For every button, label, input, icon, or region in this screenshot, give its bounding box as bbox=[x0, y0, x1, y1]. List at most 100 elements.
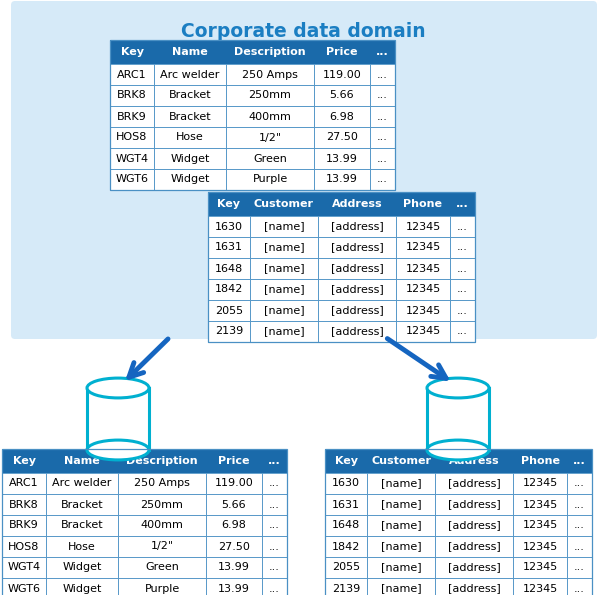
Bar bbox=[46, 578, 118, 595]
Bar bbox=[396, 279, 450, 300]
Text: 27.50: 27.50 bbox=[218, 541, 250, 552]
Text: 1/2": 1/2" bbox=[258, 133, 282, 142]
Text: Bracket: Bracket bbox=[168, 90, 211, 101]
Text: ...: ... bbox=[573, 456, 586, 466]
Bar bbox=[513, 515, 567, 536]
Text: Address: Address bbox=[448, 456, 499, 466]
Bar bbox=[450, 258, 475, 279]
Bar bbox=[314, 85, 370, 106]
Text: WGT6: WGT6 bbox=[7, 584, 41, 593]
Bar bbox=[370, 127, 395, 148]
Text: ...: ... bbox=[377, 133, 388, 142]
Text: Price: Price bbox=[218, 456, 250, 466]
Bar bbox=[450, 216, 475, 237]
Bar bbox=[370, 64, 395, 85]
Text: 12345: 12345 bbox=[522, 521, 558, 531]
Bar bbox=[513, 578, 567, 595]
Bar bbox=[226, 106, 314, 127]
Text: [address]: [address] bbox=[331, 327, 384, 337]
Text: ARC1: ARC1 bbox=[117, 70, 147, 80]
Bar bbox=[314, 148, 370, 169]
Bar bbox=[250, 216, 318, 237]
Text: HOS8: HOS8 bbox=[116, 133, 148, 142]
Bar bbox=[314, 64, 370, 85]
Text: 2139: 2139 bbox=[332, 584, 360, 593]
Text: 12345: 12345 bbox=[522, 584, 558, 593]
Text: Arc welder: Arc welder bbox=[161, 70, 220, 80]
Bar bbox=[325, 473, 367, 494]
Bar bbox=[118, 515, 206, 536]
Bar bbox=[226, 64, 314, 85]
Bar bbox=[367, 578, 435, 595]
Text: 12345: 12345 bbox=[405, 221, 441, 231]
Text: Bracket: Bracket bbox=[61, 499, 103, 509]
Text: [name]: [name] bbox=[264, 327, 304, 337]
Bar bbox=[435, 494, 513, 515]
Text: ...: ... bbox=[377, 111, 388, 121]
Text: ...: ... bbox=[269, 521, 280, 531]
Bar bbox=[325, 449, 592, 595]
Text: Bracket: Bracket bbox=[168, 111, 211, 121]
Bar bbox=[513, 494, 567, 515]
Bar bbox=[154, 85, 226, 106]
Bar bbox=[206, 578, 262, 595]
Text: Customer: Customer bbox=[371, 456, 431, 466]
Bar bbox=[226, 148, 314, 169]
Bar bbox=[206, 557, 262, 578]
Text: ...: ... bbox=[456, 199, 469, 209]
Bar bbox=[110, 85, 154, 106]
Text: 1630: 1630 bbox=[215, 221, 243, 231]
Bar bbox=[110, 40, 395, 190]
Text: 12345: 12345 bbox=[405, 305, 441, 315]
Text: Corporate data domain: Corporate data domain bbox=[181, 22, 425, 41]
Text: [address]: [address] bbox=[331, 243, 384, 252]
Text: Phone: Phone bbox=[404, 199, 442, 209]
Bar bbox=[226, 169, 314, 190]
Text: WGT6: WGT6 bbox=[116, 174, 148, 184]
Text: ...: ... bbox=[377, 90, 388, 101]
Bar bbox=[46, 515, 118, 536]
Text: 1630: 1630 bbox=[332, 478, 360, 488]
Text: Purple: Purple bbox=[144, 584, 179, 593]
Text: ...: ... bbox=[269, 499, 280, 509]
Bar bbox=[325, 557, 367, 578]
Bar bbox=[262, 473, 287, 494]
Bar bbox=[370, 148, 395, 169]
Text: 400mm: 400mm bbox=[248, 111, 291, 121]
Text: ...: ... bbox=[376, 47, 389, 57]
Text: ...: ... bbox=[269, 562, 280, 572]
Bar bbox=[325, 449, 592, 473]
Text: 12345: 12345 bbox=[405, 243, 441, 252]
Bar bbox=[314, 169, 370, 190]
Bar bbox=[2, 494, 46, 515]
Bar bbox=[154, 106, 226, 127]
Text: Key: Key bbox=[335, 456, 358, 466]
Bar bbox=[110, 148, 154, 169]
Bar bbox=[2, 578, 46, 595]
Text: [address]: [address] bbox=[448, 521, 501, 531]
Text: [name]: [name] bbox=[264, 221, 304, 231]
Text: ...: ... bbox=[377, 70, 388, 80]
Text: WGT4: WGT4 bbox=[115, 154, 148, 164]
Text: Widget: Widget bbox=[62, 584, 102, 593]
Text: Key: Key bbox=[218, 199, 241, 209]
Text: Green: Green bbox=[145, 562, 179, 572]
Text: 13.99: 13.99 bbox=[218, 584, 250, 593]
Bar bbox=[450, 279, 475, 300]
Bar bbox=[206, 473, 262, 494]
Bar bbox=[367, 494, 435, 515]
Bar bbox=[206, 515, 262, 536]
Bar bbox=[450, 321, 475, 342]
Bar bbox=[118, 473, 206, 494]
Text: ...: ... bbox=[457, 264, 468, 274]
Bar bbox=[325, 536, 367, 557]
Bar bbox=[318, 237, 396, 258]
Bar bbox=[250, 258, 318, 279]
Bar bbox=[154, 64, 226, 85]
Text: 12345: 12345 bbox=[522, 478, 558, 488]
Bar bbox=[118, 494, 206, 515]
Text: 2139: 2139 bbox=[215, 327, 243, 337]
Text: Description: Description bbox=[234, 47, 306, 57]
Bar bbox=[110, 106, 154, 127]
Bar bbox=[46, 473, 118, 494]
